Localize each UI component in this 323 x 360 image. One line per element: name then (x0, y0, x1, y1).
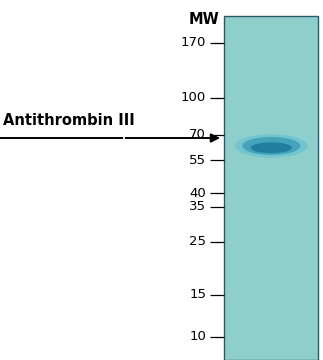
Text: 40: 40 (189, 186, 206, 199)
Text: 70: 70 (189, 129, 206, 141)
Bar (224, 16, 318, 360)
Text: MW: MW (189, 12, 220, 27)
Text: 10: 10 (189, 330, 206, 343)
Text: 55: 55 (189, 153, 206, 167)
Ellipse shape (235, 134, 308, 158)
Ellipse shape (251, 142, 292, 153)
Text: Antithrombin III: Antithrombin III (3, 113, 135, 128)
Text: 170: 170 (181, 36, 206, 49)
Text: 35: 35 (189, 201, 206, 213)
Text: 100: 100 (181, 91, 206, 104)
Text: 15: 15 (189, 288, 206, 301)
Ellipse shape (242, 137, 300, 155)
Text: 25: 25 (189, 235, 206, 248)
